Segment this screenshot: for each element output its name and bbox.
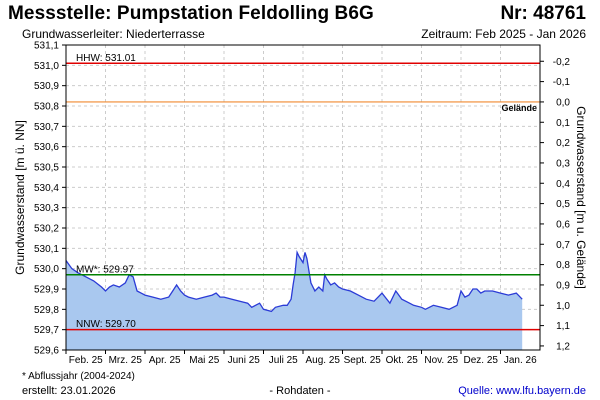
y-right-tick-label: 0,0 (556, 97, 570, 108)
y-right-tick-label: 0,8 (556, 260, 570, 271)
x-tick-label: Nov. 25 (424, 355, 458, 366)
y-tick-label: 529,7 (34, 325, 59, 336)
y-right-tick-label: 1,0 (556, 301, 570, 312)
x-tick-label: Mrz. 25 (109, 355, 143, 366)
footnote: * Abflussjahr (2004-2024) (22, 371, 135, 382)
station-number: Nr: 48761 (500, 3, 586, 24)
y-tick-label: 530,2 (34, 224, 59, 235)
y-tick-label: 529,9 (34, 285, 59, 296)
y-tick-label: 530,8 (34, 102, 59, 113)
y-right-tick-label: 0,4 (556, 179, 570, 190)
aquifer-label: Grundwasserleiter: Niederterrasse (22, 27, 205, 41)
y-tick-label: 531,0 (34, 61, 59, 72)
y-right-tick-label: -0,1 (553, 77, 571, 88)
y-right-tick-label: 0,9 (556, 280, 570, 291)
y-right-tick-label: 0,1 (556, 118, 570, 129)
y-tick-label: 530,4 (34, 183, 59, 194)
y-right-tick-label: -0,2 (553, 57, 571, 68)
y-right-tick-label: 1,1 (556, 321, 570, 332)
y-right-tick-label: 0,2 (556, 138, 570, 149)
ground-level-label: Gelände (501, 103, 537, 113)
y-tick-label: 530,6 (34, 142, 59, 153)
x-tick-label: Juni 25 (228, 355, 261, 366)
x-tick-label: Okt. 25 (386, 355, 419, 366)
nnw-label: NNW: 529.70 (76, 319, 136, 330)
period-label: Zeitraum: Feb 2025 - Jan 2026 (421, 27, 586, 41)
source-link[interactable]: Quelle: www.lfu.bayern.de (458, 385, 586, 397)
y-right-tick-label: 0,5 (556, 199, 570, 210)
mw-label: MW*: 529.97 (76, 264, 134, 275)
y-tick-label: 530,9 (34, 81, 59, 92)
y-right-tick-label: 0,6 (556, 219, 570, 230)
y-right-tick-label: 0,3 (556, 158, 570, 169)
y-tick-label: 531,1 (34, 41, 59, 52)
y-tick-label: 530,1 (34, 244, 59, 255)
y-tick-label: 530,3 (34, 203, 59, 214)
x-tick-label: Feb. 25 (69, 355, 103, 366)
y-tick-label: 529,6 (34, 346, 59, 357)
created-date: erstellt: 23.01.2026 (22, 385, 116, 397)
x-tick-label: Mai 25 (189, 355, 219, 366)
x-tick-label: Dez. 25 (464, 355, 499, 366)
station-title: Messstelle: Pumpstation Feldolling B6G (8, 3, 374, 24)
y-tick-label: 529,8 (34, 305, 59, 316)
y-tick-label: 530,0 (34, 264, 59, 275)
y-tick-label: 530,7 (34, 122, 59, 133)
raw-data-note: - Rohdaten - (269, 385, 331, 397)
plot-frame (65, 44, 541, 351)
hhw-label: HHW: 531.01 (76, 53, 136, 64)
y-right-tick-label: 1,2 (556, 341, 570, 352)
y-right-tick-label: 0,7 (556, 240, 570, 251)
x-tick-label: Jan. 26 (504, 355, 537, 366)
y-tick-label: 530,5 (34, 163, 59, 174)
y-right-axis-title: Grundwasserstand [m u. Gelände] (574, 106, 588, 289)
series-area (66, 252, 523, 350)
x-tick-label: Aug. 25 (306, 355, 341, 366)
x-tick-label: Juli 25 (269, 355, 298, 366)
x-tick-label: Sept. 25 (344, 355, 382, 366)
y-axis-title: Grundwasserstand [m ü. NN] (13, 120, 27, 275)
series-line (65, 250, 523, 313)
x-tick-label: Apr. 25 (149, 355, 181, 366)
